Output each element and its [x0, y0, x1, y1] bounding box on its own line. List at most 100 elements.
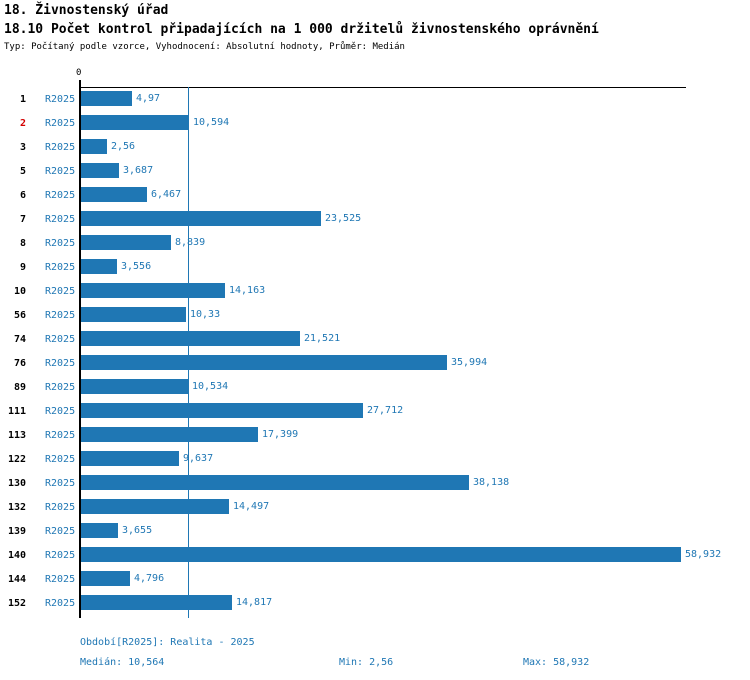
bar-value-label: 14,163 [229, 285, 266, 296]
stat-min: Min: 2,56 [339, 657, 394, 668]
bar-row[interactable]: 144 R2025 4,796 [0, 568, 750, 592]
bar-row[interactable]: 1 R2025 4,97 [0, 88, 750, 112]
bar-row[interactable]: 5 R2025 3,687 [0, 160, 750, 184]
bar-row-period-label: R2025 [45, 478, 76, 489]
bar-value-label: 10,33 [190, 309, 221, 320]
bar[interactable] [81, 331, 300, 346]
bar[interactable] [81, 403, 363, 418]
bar[interactable] [81, 139, 107, 154]
bar-row-period-label: R2025 [45, 502, 76, 513]
axis-left-line [79, 80, 81, 618]
bar[interactable] [81, 283, 225, 298]
bar-row[interactable]: 3 R2025 2,56 [0, 136, 750, 160]
bar-row-index: 111 [7, 406, 26, 417]
bar[interactable] [81, 355, 447, 370]
bar-row-index: 10 [13, 286, 26, 297]
bar-row-index: 130 [7, 478, 26, 489]
bar-value-label: 10,594 [193, 117, 230, 128]
bar-row[interactable]: 140 R2025 58,932 [0, 544, 750, 568]
bar-row-period-label: R2025 [45, 454, 76, 465]
bar[interactable] [81, 523, 118, 538]
bar-value-label: 3,556 [121, 261, 152, 272]
bar-value-label: 38,138 [473, 477, 510, 488]
bar-row[interactable]: 132 R2025 14,497 [0, 496, 750, 520]
bar-value-label: 10,534 [192, 381, 229, 392]
bar-row-index: 8 [19, 238, 26, 249]
bar[interactable] [81, 451, 179, 466]
legend-period: Období[R2025]: Realita - 2025 [80, 637, 255, 648]
bar[interactable] [81, 115, 189, 130]
bar-row-index: 152 [7, 598, 26, 609]
bar-row-period-label: R2025 [45, 118, 76, 129]
bar-row-index: 76 [13, 358, 26, 369]
bar-row[interactable]: 152 R2025 14,817 [0, 592, 750, 616]
bar-row-index: 7 [19, 214, 26, 225]
bar-row-index: 74 [13, 334, 26, 345]
bar-row-index: 113 [7, 430, 26, 441]
bar-value-label: 3,655 [122, 525, 153, 536]
bar[interactable] [81, 163, 119, 178]
bar-row-index: 122 [7, 454, 26, 465]
bar-row-period-label: R2025 [45, 166, 76, 177]
bar-row-index: 89 [13, 382, 26, 393]
bar[interactable] [81, 91, 132, 106]
bar-row-period-label: R2025 [45, 238, 76, 249]
bar[interactable] [81, 307, 186, 322]
bar-value-label: 21,521 [304, 333, 341, 344]
bar-row-period-label: R2025 [45, 382, 76, 393]
bar[interactable] [81, 427, 258, 442]
bar-row-period-label: R2025 [45, 214, 76, 225]
bar-row-index: 132 [7, 502, 26, 513]
bar-row[interactable]: 6 R2025 6,467 [0, 184, 750, 208]
axis-tick-label-zero: 0 [76, 68, 82, 78]
bar[interactable] [81, 595, 232, 610]
bar-row[interactable]: 8 R2025 8,839 [0, 232, 750, 256]
bar-value-label: 58,932 [685, 549, 722, 560]
bar-row[interactable]: 139 R2025 3,655 [0, 520, 750, 544]
bar-row-period-label: R2025 [45, 190, 76, 201]
bar[interactable] [81, 475, 469, 490]
bar-row[interactable]: 56 R2025 10,33 [0, 304, 750, 328]
bar-row-period-label: R2025 [45, 598, 76, 609]
bar[interactable] [81, 211, 321, 226]
bar-value-label: 6,467 [151, 189, 182, 200]
bar[interactable] [81, 547, 681, 562]
bar-row[interactable]: 2 R2025 10,594 [0, 112, 750, 136]
bar-row[interactable]: 74 R2025 21,521 [0, 328, 750, 352]
bar-row[interactable]: 10 R2025 14,163 [0, 280, 750, 304]
bar-row-index: 5 [19, 166, 26, 177]
bar-row-period-label: R2025 [45, 334, 76, 345]
stat-median: Medián: 10,564 [80, 657, 165, 668]
bar[interactable] [81, 379, 188, 394]
median-gridline [188, 87, 189, 618]
bar-row-index: 9 [19, 262, 26, 273]
bar[interactable] [81, 235, 171, 250]
bar-row[interactable]: 122 R2025 9,637 [0, 448, 750, 472]
chart-header: 18. Živnostenský úřad 18.10 Počet kontro… [4, 2, 599, 54]
bar[interactable] [81, 259, 117, 274]
bar-value-label: 4,97 [136, 93, 161, 104]
bar-value-label: 4,796 [134, 573, 165, 584]
bar[interactable] [81, 187, 147, 202]
bar[interactable] [81, 499, 229, 514]
bar[interactable] [81, 571, 130, 586]
bar-row[interactable]: 111 R2025 27,712 [0, 400, 750, 424]
stat-max: Max: 58,932 [523, 657, 590, 668]
bar-row-period-label: R2025 [45, 430, 76, 441]
bar-row-index: 140 [7, 550, 26, 561]
bar-row[interactable]: 7 R2025 23,525 [0, 208, 750, 232]
bar-value-label: 14,817 [236, 597, 273, 608]
bar-row[interactable]: 130 R2025 38,138 [0, 472, 750, 496]
bar-row[interactable]: 89 R2025 10,534 [0, 376, 750, 400]
bar-row-period-label: R2025 [45, 550, 76, 561]
bar-row-period-label: R2025 [45, 310, 76, 321]
bar-row[interactable]: 9 R2025 3,556 [0, 256, 750, 280]
page-title: 18. Živnostenský úřad [4, 3, 169, 18]
bar-row[interactable]: 76 R2025 35,994 [0, 352, 750, 376]
bar-row-period-label: R2025 [45, 526, 76, 537]
bar-row-index: 139 [7, 526, 26, 537]
bar-row[interactable]: 113 R2025 17,399 [0, 424, 750, 448]
chart-subtitle-meta: Typ: Počítaný podle vzorce, Vyhodnocení:… [4, 42, 405, 52]
axis-top-line [81, 87, 686, 88]
bar-row-period-label: R2025 [45, 358, 76, 369]
